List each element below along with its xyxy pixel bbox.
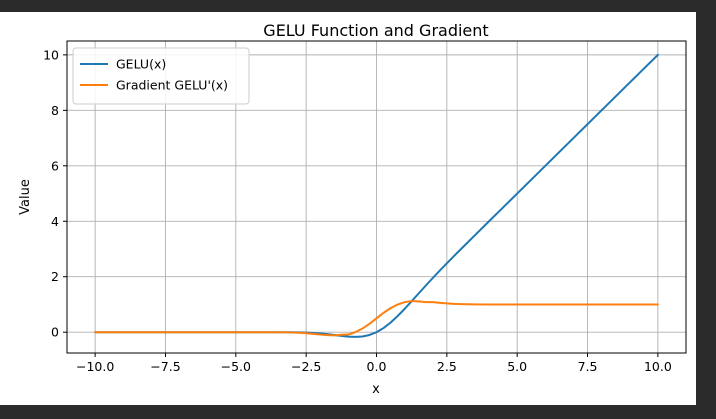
x-tick-label: −2.5	[291, 359, 321, 374]
x-tick-label: 2.5	[437, 359, 457, 374]
x-tick-label: −10.0	[76, 359, 114, 374]
y-tick-label: 0	[51, 325, 59, 340]
y-tick-label: 8	[51, 103, 59, 118]
gelu-chart: GELU Function and Gradient −10.0 −7.5 −5.0…	[0, 12, 696, 405]
x-tick-label: −7.5	[150, 359, 180, 374]
x-tick-label: 0.0	[367, 359, 387, 374]
y-axis-label: Value	[18, 179, 33, 215]
y-tick-label: 4	[51, 214, 59, 229]
x-tick-label: 5.0	[507, 359, 527, 374]
legend-label-0: GELU(x)	[116, 57, 166, 72]
ticks: −10.0 −7.5 −5.0 −2.5 0.0 2.5 5.0 7.5 10.0 0 2 4 6 8 10	[43, 47, 672, 374]
legend-box	[72, 47, 250, 105]
legend-label-1: Gradient GELU'(x)	[116, 78, 228, 93]
y-tick-label: 2	[51, 269, 59, 284]
y-tick-label: 10	[43, 47, 59, 62]
y-tick-label: 6	[51, 158, 59, 173]
series-layer	[94, 53, 659, 338]
legend: GELU(x) Gradient GELU'(x)	[72, 47, 250, 105]
series-line-1	[94, 300, 659, 337]
x-tick-label: 10.0	[644, 359, 672, 374]
x-tick-label: −5.0	[221, 359, 251, 374]
x-tick-label: 7.5	[578, 359, 598, 374]
chart-title: GELU Function and Gradient	[263, 21, 488, 40]
x-axis-label: x	[372, 382, 380, 397]
